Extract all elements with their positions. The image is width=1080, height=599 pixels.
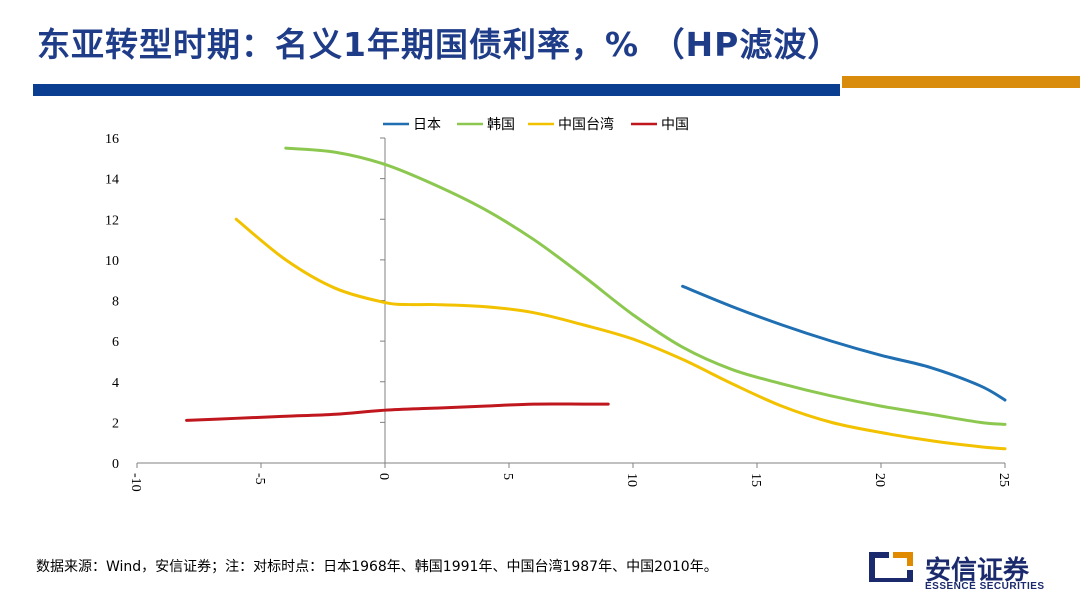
page-title: 东亚转型时期：名义1年期国债利率，% （HP滤波）: [37, 25, 842, 64]
line-chart: 日本 韩国 中国台湾 中国 -10 -5 0 5 10 15 20 25 0 2 4 6 8 10 12 14 16: [105, 116, 1011, 492]
legend-label: 日本: [413, 117, 441, 133]
source-note: 数据来源：Wind，安信证券；注：对标时点：日本1968年、韩国1991年、中国…: [36, 559, 718, 575]
company-logo: 安信证券 ESSENCE SECURITIES: [867, 548, 1057, 598]
title-underline-orange: [842, 76, 1080, 88]
y-tick-label: 4: [112, 376, 119, 391]
logo-text-cn: 安信证券: [925, 556, 1030, 586]
y-tick-label: 8: [112, 295, 119, 310]
y-tick-label: 6: [112, 335, 119, 350]
x-tick-label: -10: [128, 473, 143, 492]
x-tick-label: 0: [376, 473, 391, 480]
y-tick-label: 12: [105, 213, 119, 228]
series-line-4: [185, 402, 610, 422]
y-tick-label: 0: [112, 457, 119, 472]
chart-plot-area: [185, 146, 1007, 451]
legend-label: 韩国: [487, 117, 515, 133]
y-tick-label: 14: [105, 173, 119, 188]
y-tick-label: 10: [105, 254, 119, 269]
x-tick-label: 20: [872, 473, 887, 487]
chart-legend: 日本 韩国 中国台湾 中国: [383, 116, 689, 133]
x-tick-label: 25: [996, 473, 1011, 487]
x-tick-label: 5: [500, 473, 515, 480]
series-line-3: [234, 217, 1007, 451]
x-tick-label: 15: [748, 473, 763, 487]
x-tick-label: 10: [624, 473, 639, 487]
title-underline-blue: [33, 84, 840, 96]
logo-mark-icon: [869, 552, 913, 582]
series-line-1: [681, 284, 1007, 402]
chart-axes: -10 -5 0 5 10 15 20 25 0 2 4 6 8 10 12 14 16: [105, 132, 1011, 492]
x-tick-label: -5: [252, 473, 267, 485]
series-line-2: [284, 146, 1007, 426]
y-tick-label: 2: [112, 416, 119, 431]
logo-text-en: ESSENCE SECURITIES: [925, 581, 1045, 592]
legend-label: 中国台湾: [558, 116, 614, 133]
y-tick-label: 16: [105, 132, 119, 147]
legend-label: 中国: [661, 117, 689, 133]
